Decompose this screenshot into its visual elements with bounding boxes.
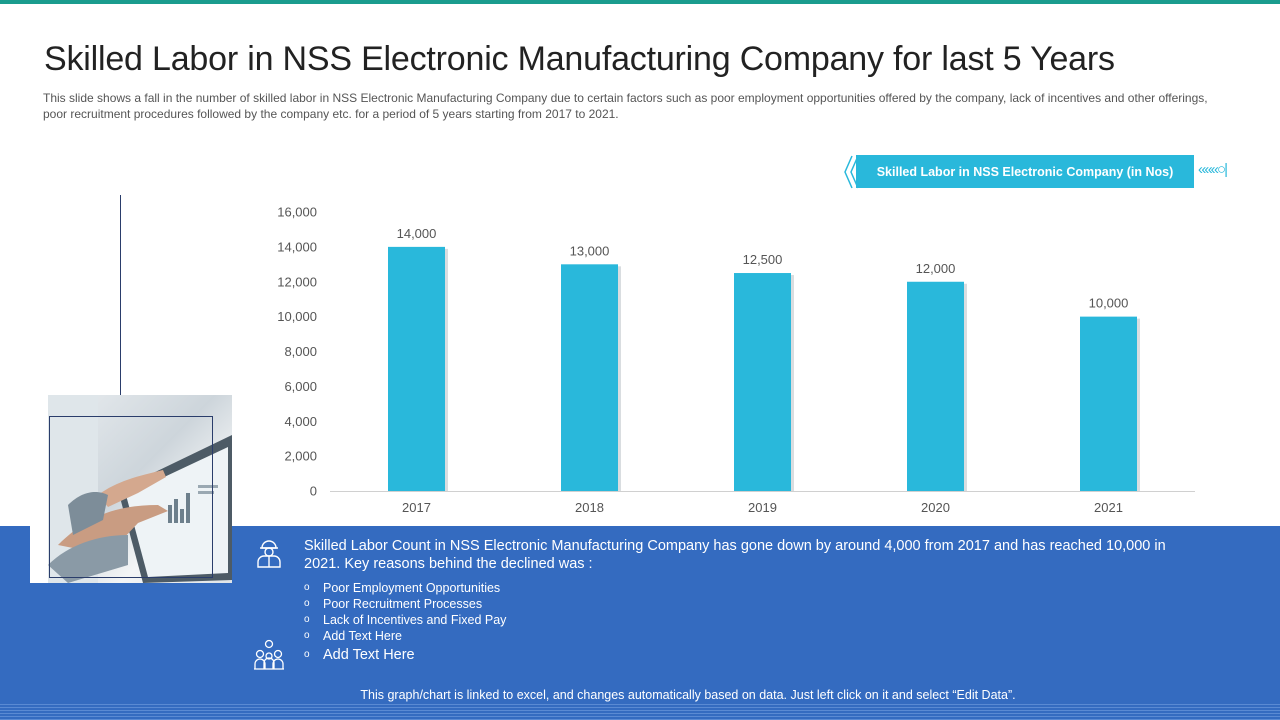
- y-tick-label: 2,000: [284, 449, 317, 464]
- list-item: o Poor Recruitment Processes: [304, 596, 506, 612]
- data-label: 10,000: [1089, 296, 1129, 311]
- bar: [1080, 316, 1137, 491]
- y-tick-label: 0: [310, 484, 317, 499]
- page-title: Skilled Labor in NSS Electronic Manufact…: [44, 40, 1115, 78]
- y-tick-label: 14,000: [277, 239, 317, 254]
- bullet: o: [304, 614, 310, 625]
- data-label: 12,500: [743, 252, 783, 267]
- tablet-photo: [48, 395, 232, 583]
- reason-text: Lack of Incentives and Fixed Pay: [323, 613, 507, 627]
- bar: [907, 281, 964, 491]
- y-tick-label: 10,000: [277, 309, 317, 324]
- y-tick-label: 6,000: [284, 379, 317, 394]
- x-tick-label: 2018: [575, 500, 604, 515]
- bar: [388, 246, 445, 491]
- summary-text: Skilled Labor Count in NSS Electronic Ma…: [304, 538, 1166, 572]
- data-label: 12,000: [916, 261, 956, 276]
- y-tick-label: 4,000: [284, 414, 317, 429]
- reasons-list: o Poor Employment Opportunities o Poor Rec…: [304, 580, 506, 665]
- reason-text: Poor Recruitment Processes: [323, 597, 483, 611]
- footnote: This graph/chart is linked to excel, and…: [360, 688, 1016, 702]
- photo-inner-border: [49, 416, 213, 578]
- worker-icon: [257, 540, 281, 568]
- chart-legend: Skilled Labor in NSS Electronic Company …: [842, 155, 1234, 189]
- tablet-illustration: [48, 395, 232, 583]
- reason-text: Add Text Here: [323, 647, 415, 663]
- team-icon: [254, 639, 284, 670]
- list-item: o Add Text Here: [304, 645, 506, 665]
- legend-left-chevron-icon: [844, 155, 859, 189]
- y-tick-label: 8,000: [284, 344, 317, 359]
- panel-stripes: [0, 704, 1280, 720]
- reason-text: Poor Employment Opportunities: [323, 581, 501, 595]
- list-item: o Lack of Incentives and Fixed Pay: [304, 612, 506, 628]
- x-tick-label: 2017: [402, 500, 431, 515]
- bullet: o: [304, 649, 310, 660]
- list-item: o Poor Employment Opportunities: [304, 580, 506, 596]
- bullet: o: [304, 582, 310, 593]
- list-item: o Add Text Here: [304, 628, 506, 644]
- bar: [734, 273, 791, 491]
- top-accent-bar: [0, 0, 1280, 4]
- bullet: o: [304, 630, 310, 641]
- legend-label: Skilled Labor in NSS Electronic Company …: [856, 155, 1194, 188]
- bullet: o: [304, 598, 310, 609]
- bar-chart[interactable]: 0 2,000 4,000 6,000 8,000 10,000 12,000 14,000 1…: [260, 195, 1210, 525]
- legend-right-arrows-icon: «««○|: [1198, 161, 1228, 178]
- bar: [561, 264, 618, 491]
- data-label: 13,000: [570, 243, 610, 258]
- y-tick-label: 16,000: [277, 205, 317, 220]
- x-tick-label: 2021: [1094, 500, 1123, 515]
- x-tick-label: 2020: [921, 500, 950, 515]
- x-tick-label: 2019: [748, 500, 777, 515]
- reason-text: Add Text Here: [323, 629, 402, 643]
- y-tick-label: 12,000: [277, 274, 317, 289]
- data-label: 14,000: [397, 226, 437, 241]
- page-subtitle: This slide shows a fall in the number of…: [43, 91, 1208, 121]
